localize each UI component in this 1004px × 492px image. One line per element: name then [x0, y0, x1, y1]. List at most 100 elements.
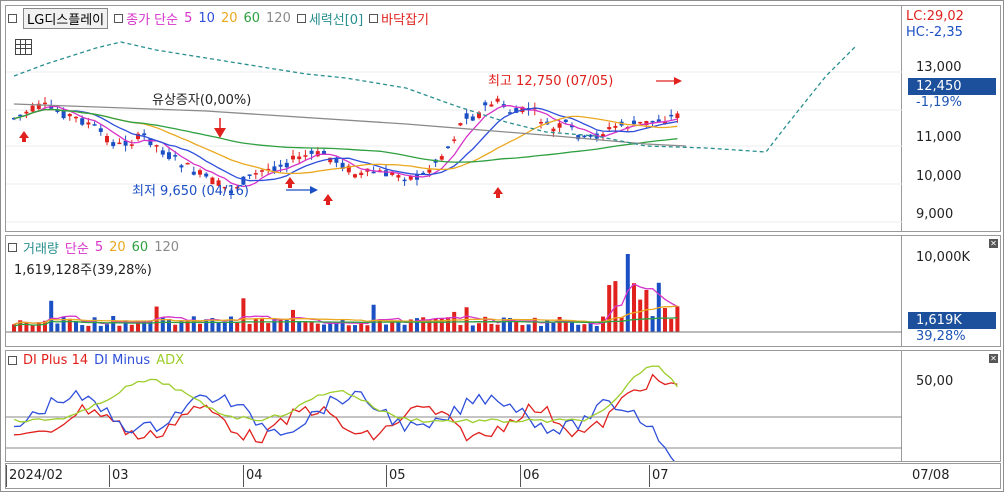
ma-period-120: 120	[266, 11, 291, 26]
candle-body	[353, 174, 357, 178]
candle-body	[216, 180, 221, 186]
volume-bar	[650, 316, 655, 332]
volume-bar	[495, 324, 500, 332]
dmi-plot-area[interactable]: DI Plus 14 DI Minus ADX	[6, 351, 902, 461]
volume-bar	[408, 319, 413, 332]
bottom-signal-arrow-stem	[496, 194, 500, 198]
volume-bar	[353, 325, 357, 332]
volume-text: 1,619,128주(39,28%)	[14, 263, 152, 278]
volume-bar	[297, 321, 302, 332]
volume-bar	[501, 317, 506, 332]
volume-bar	[421, 317, 426, 332]
dmi-y-tick: 50,00	[916, 374, 954, 389]
volume-panel: 거래량 단순 5 20 60 120 1,619,128주(39,28%) ✕ …	[5, 235, 1001, 347]
close-icon[interactable]: ✕	[989, 239, 998, 248]
candle-body	[98, 128, 103, 132]
x-label-apr: 04	[243, 465, 263, 487]
candle-body	[30, 105, 35, 112]
candle-body	[638, 121, 643, 124]
adx-line	[13, 365, 678, 424]
volume-bar	[191, 316, 196, 332]
candle-body	[43, 102, 47, 105]
volume-bar	[185, 320, 190, 332]
candle-body	[210, 177, 215, 185]
candle-body	[371, 171, 376, 174]
candle-body	[613, 125, 618, 128]
candle-body	[284, 162, 289, 168]
candle-body	[563, 119, 568, 123]
current-volume-highlight: 1,619K	[908, 312, 996, 329]
x-label-may: 05	[386, 465, 406, 487]
volume-bar	[638, 299, 643, 332]
candle-body	[359, 172, 364, 176]
volume-bar	[266, 323, 271, 332]
di-plus-line	[13, 373, 678, 444]
volume-ma20-line	[13, 305, 678, 325]
volume-bar	[322, 324, 326, 332]
volume-bar	[247, 323, 252, 332]
legend-box-icon[interactable]	[296, 14, 306, 23]
legend-box-icon[interactable]	[8, 356, 17, 365]
candle-body	[74, 116, 78, 119]
candle-body	[142, 133, 147, 136]
volume-bar	[365, 325, 370, 332]
volume-bar	[582, 324, 587, 332]
bottom-signal-arrow	[323, 194, 333, 201]
volume-bar	[117, 325, 122, 332]
legend-box-icon[interactable]	[369, 14, 379, 23]
legend-box-icon[interactable]	[8, 14, 17, 23]
legend-box-icon[interactable]	[8, 243, 17, 252]
volume-ma-60: 60	[131, 240, 149, 255]
volume-bar	[477, 323, 481, 332]
candle-body	[241, 176, 246, 185]
candle-body	[80, 118, 85, 125]
ma120-line	[13, 103, 687, 147]
close-icon[interactable]: ✕	[989, 354, 998, 363]
candle-body	[427, 169, 432, 173]
volume-bar	[539, 325, 543, 332]
volume-bar	[514, 320, 519, 332]
bottom-signal-label: 바닥잡기	[381, 13, 429, 28]
volume-ma60-line	[13, 317, 678, 327]
candle-body	[458, 123, 463, 126]
candle-body	[160, 150, 165, 155]
dmi-y-axis: ✕ 50,00	[902, 351, 1000, 461]
candle-body	[278, 164, 283, 167]
volume-bar	[36, 322, 41, 332]
volume-bar	[179, 320, 184, 332]
price-plot-area[interactable]: LG디스플레이 종가 단순 5 10 20 60 120 세력선[0] 바닥잡기…	[6, 6, 902, 231]
di-plus-label: DI Plus 14	[23, 353, 89, 368]
y-tick-13000: 13,000	[916, 60, 962, 75]
adx-label: ADX	[156, 353, 184, 368]
current-price-highlight: 12,450	[908, 78, 996, 95]
candle-body	[675, 113, 680, 119]
candle-body	[539, 122, 543, 124]
candle-body	[61, 110, 66, 119]
volume-ma-label: 단순	[64, 242, 89, 257]
candle-body	[452, 139, 457, 141]
candle-body	[384, 170, 388, 177]
volume-bar	[483, 316, 488, 332]
candle-body	[632, 120, 636, 125]
volume-bar	[563, 320, 568, 332]
candle-body	[489, 104, 494, 107]
volume-bar	[489, 323, 494, 332]
x-label-feb: 2024/02	[6, 465, 63, 487]
volume-bar	[129, 324, 134, 332]
candle-body	[309, 150, 314, 154]
candle-body	[92, 124, 97, 126]
volume-bar	[551, 322, 556, 332]
volume-plot-area[interactable]: 거래량 단순 5 20 60 120 1,619,128주(39,28%)	[6, 236, 902, 346]
candle-body	[390, 172, 395, 175]
volume-bar	[284, 320, 289, 332]
candle-body	[291, 155, 295, 160]
volume-bar	[470, 325, 475, 332]
stock-name[interactable]: LG디스플레이	[23, 8, 109, 29]
candle-body	[105, 135, 109, 143]
volume-bar	[520, 325, 525, 332]
candle-body	[167, 152, 171, 159]
candle-body	[253, 173, 258, 175]
legend-box-icon[interactable]	[114, 14, 124, 23]
volume-ma-120: 120	[154, 240, 180, 255]
grid-toggle-icon[interactable]	[15, 39, 32, 55]
